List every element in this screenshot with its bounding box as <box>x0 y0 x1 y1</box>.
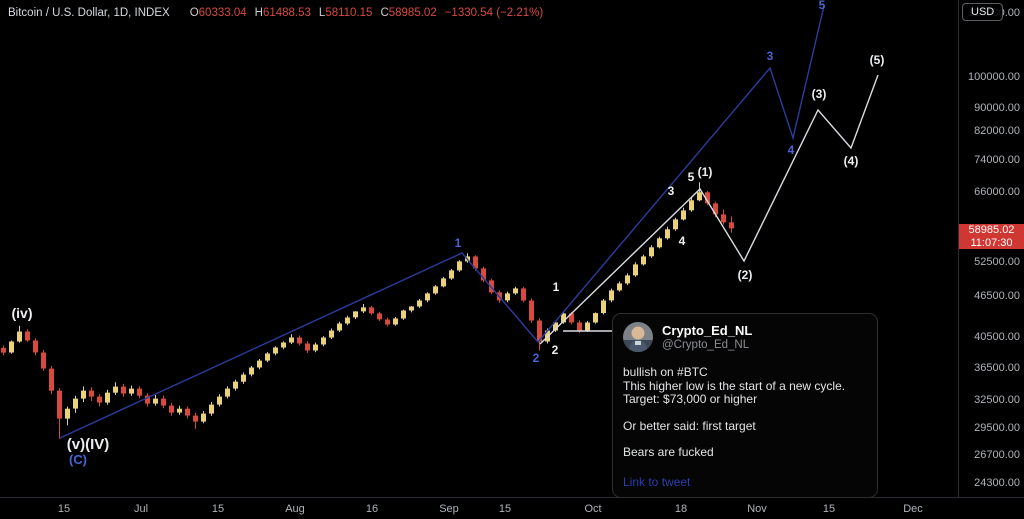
svg-text:(C): (C) <box>69 452 87 467</box>
elliott-wave-lines <box>59 5 879 439</box>
price-tick: 40500.00 <box>974 331 1020 343</box>
time-axis[interactable]: 15 Jul 15 Aug 16 Sep 15 Oct 18 Nov 15 Dec <box>0 497 1024 519</box>
time-tick: 15 <box>211 503 225 515</box>
tweet-paragraph: Bears are fucked <box>623 445 714 459</box>
symbol-legend: Bitcoin / U.S. Dollar, 1D, INDEX O60333.0… <box>8 7 543 19</box>
price-tick: 24300.00 <box>974 477 1020 489</box>
svg-text:3: 3 <box>767 49 774 63</box>
svg-text:3: 3 <box>668 184 675 198</box>
svg-text:2: 2 <box>533 351 540 365</box>
time-tick: 15 <box>822 503 836 515</box>
svg-text:(2): (2) <box>738 268 753 282</box>
tweet-author-handle: @Crypto_Ed_NL <box>662 338 750 351</box>
tweet-author: Crypto_Ed_NL @Crypto_Ed_NL <box>662 323 752 352</box>
avatar <box>623 322 653 352</box>
price-tick: 26700.00 <box>974 449 1020 461</box>
svg-text:5: 5 <box>819 0 826 12</box>
price-tick: 82000.00 <box>974 125 1020 137</box>
svg-text:5: 5 <box>688 170 695 184</box>
time-tick: Nov <box>747 503 767 515</box>
time-tick: Jul <box>133 503 149 515</box>
price-tick: 36500.00 <box>974 362 1020 374</box>
price-tick: 46500.00 <box>974 290 1020 302</box>
price-tick: 74000.00 <box>974 154 1020 166</box>
ohlc-value: 61488.53 <box>262 7 311 19</box>
symbol-title: Bitcoin / U.S. Dollar, 1D, INDEX <box>8 7 170 19</box>
svg-text:4: 4 <box>788 143 795 157</box>
ohlc-value: 58110.15 <box>325 7 373 19</box>
svg-text:(5): (5) <box>870 53 885 67</box>
tweet-author-name: Crypto_Ed_NL <box>662 322 753 338</box>
ohlc-label: L <box>318 7 326 19</box>
tweet-link[interactable]: Link to tweet <box>623 474 691 489</box>
price-tick: 66000.00 <box>974 186 1020 198</box>
svg-text:(3): (3) <box>812 87 827 101</box>
time-tick: 16 <box>365 503 379 515</box>
price-tick: 90000.00 <box>974 102 1020 114</box>
time-tick: Oct <box>584 503 602 515</box>
current-price-tag: 58985.02 11:07:30 <box>959 224 1024 249</box>
price-tick: 52500.00 <box>974 256 1020 268</box>
time-tick: 15 <box>498 503 512 515</box>
time-tick: Sep <box>439 503 459 515</box>
time-tick: Aug <box>285 503 305 515</box>
ohlc-value: 60333.04 <box>198 7 247 19</box>
time-tick: 15 <box>57 503 71 515</box>
price-tick: 29500.00 <box>974 422 1020 434</box>
current-price: 58985.02 <box>968 224 1015 236</box>
tweet-header: Crypto_Ed_NL @Crypto_Ed_NL <box>623 322 867 352</box>
avatar-photo <box>623 322 653 352</box>
svg-text:1: 1 <box>553 280 560 294</box>
svg-text:2: 2 <box>552 343 559 357</box>
tweet-paragraph: bullish on #BTC This higher low is the s… <box>623 365 846 406</box>
currency-toggle-button[interactable]: USD <box>962 3 1004 21</box>
price-tick: 100000.00 <box>968 71 1020 83</box>
svg-text:4: 4 <box>679 234 686 248</box>
svg-text:(v)(IV): (v)(IV) <box>67 436 110 453</box>
countdown-timer: 11:07:30 <box>970 236 1013 249</box>
svg-text:(1): (1) <box>698 165 713 179</box>
tweet-card: Crypto_Ed_NL @Crypto_Ed_NL bullish on #B… <box>612 313 878 498</box>
ohlc-label: O <box>189 7 199 19</box>
time-tick: Dec <box>903 503 923 515</box>
svg-text:(iv): (iv) <box>12 305 33 321</box>
svg-text:1: 1 <box>455 236 462 250</box>
ohlc-label: H <box>254 7 263 19</box>
price-tick: 32500.00 <box>974 394 1020 406</box>
ohlc-label: C <box>380 7 389 19</box>
change-value: −1330.54 (−2.21%) <box>444 7 544 19</box>
ohlc-value: 58985.02 <box>388 7 437 19</box>
svg-text:(4): (4) <box>844 154 859 168</box>
tweet-paragraph: Or better said: first target <box>623 418 756 433</box>
time-tick: 18 <box>674 503 688 515</box>
